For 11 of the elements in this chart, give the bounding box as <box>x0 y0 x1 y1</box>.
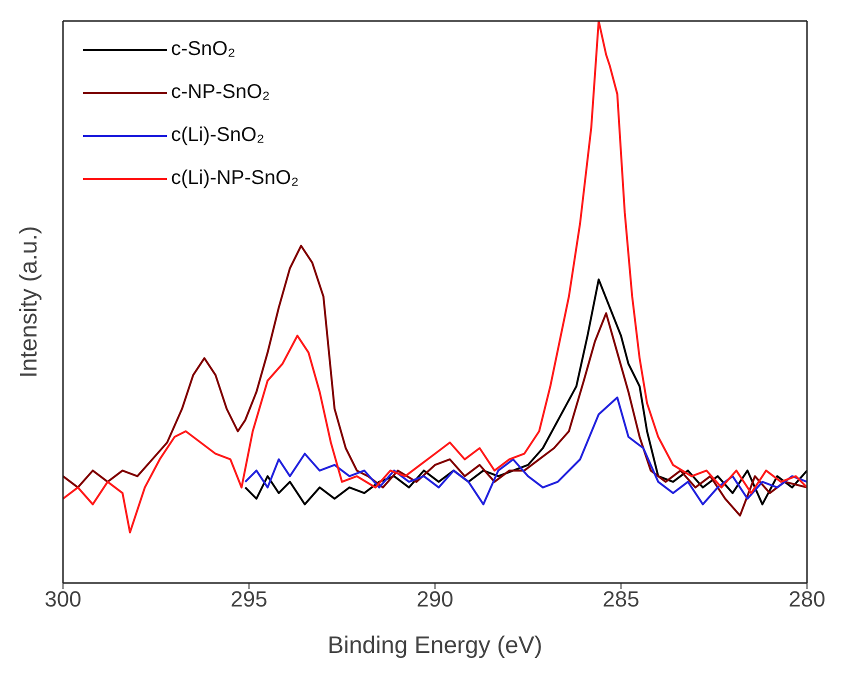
legend-label: c-SnO₂ <box>171 38 236 61</box>
legend-label: c-NP-SnO₂ <box>171 81 270 104</box>
x-axis-title: Binding Energy (eV) <box>328 632 542 659</box>
y-axis-title: Intensity (a.u.) <box>16 226 43 378</box>
legend-label: c(Li)-SnO₂ <box>171 124 264 147</box>
x-tick-label: 285 <box>602 586 640 612</box>
x-tick-label: 290 <box>416 586 454 612</box>
x-tick-label: 280 <box>788 586 826 612</box>
x-tick-label: 295 <box>230 586 268 612</box>
x-tick-label: 300 <box>44 586 82 612</box>
legend-label: c(Li)-NP-SnO₂ <box>171 167 299 190</box>
